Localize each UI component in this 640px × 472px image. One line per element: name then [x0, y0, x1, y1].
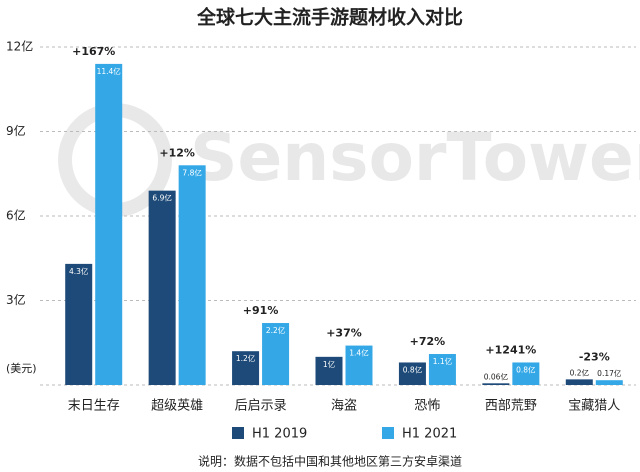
legend-label: H1 2019	[252, 427, 307, 442]
value-label: 1亿	[323, 359, 336, 369]
bar	[512, 362, 540, 385]
value-label: 6.9亿	[152, 193, 172, 203]
y-tick-label: 9亿	[6, 123, 26, 138]
bar	[345, 345, 373, 385]
legend-label: H1 2021	[402, 427, 457, 442]
value-label: 0.8亿	[403, 364, 423, 374]
bar	[65, 263, 93, 385]
x-tick-label: 宝藏猎人	[568, 399, 620, 414]
growth-annotation: +167%	[72, 45, 115, 58]
value-label: 0.2亿	[570, 367, 590, 377]
growth-annotation: +91%	[243, 304, 279, 317]
x-tick-label: 末日生存	[68, 399, 120, 414]
bar	[482, 383, 510, 385]
legend-swatch	[232, 427, 244, 439]
value-label: 2.2亿	[266, 325, 286, 335]
value-label: 0.06亿	[484, 371, 509, 381]
bar	[148, 190, 176, 385]
value-label: 7.8亿	[182, 167, 202, 177]
bar	[595, 380, 623, 385]
value-label: 1.2亿	[236, 353, 256, 363]
chart-title: 全球七大主流手游题材收入对比	[196, 6, 463, 29]
x-tick-label: 西部荒野	[485, 399, 537, 414]
bar	[95, 63, 123, 386]
x-tick-label: 后启示录	[235, 399, 287, 414]
watermark-text: SensorTower	[190, 119, 640, 196]
note: 说明：数据不包括中国和其他地区第三方安卓渠道	[198, 454, 462, 469]
value-label: 1.4亿	[349, 348, 369, 358]
growth-annotation: +37%	[326, 327, 362, 340]
value-label: 1.1亿	[433, 356, 453, 366]
bar	[565, 379, 593, 385]
y-axis-label: (美元)	[6, 362, 37, 375]
bar	[428, 354, 456, 385]
value-label: 11.4亿	[97, 66, 122, 76]
value-label: 0.17亿	[597, 368, 622, 378]
value-label: 0.8亿	[516, 364, 536, 374]
growth-annotation: +72%	[410, 335, 446, 348]
x-tick-label: 超级英雄	[151, 399, 203, 414]
x-tick-label: 海盗	[331, 398, 357, 414]
x-tick-label: 恐怖	[414, 398, 440, 414]
bar	[398, 362, 426, 385]
bar	[178, 165, 206, 385]
value-label: 4.3亿	[69, 266, 89, 276]
bar	[232, 351, 260, 385]
growth-annotation: -23%	[579, 350, 610, 363]
bar	[315, 356, 343, 385]
bar	[262, 323, 290, 385]
growth-annotation: +1241%	[485, 343, 536, 356]
y-tick-label: 3亿	[6, 292, 26, 307]
y-tick-label: 12亿	[6, 39, 33, 54]
growth-annotation: +12%	[159, 146, 195, 159]
y-tick-label: 6亿	[6, 208, 26, 223]
legend-swatch	[382, 427, 394, 439]
